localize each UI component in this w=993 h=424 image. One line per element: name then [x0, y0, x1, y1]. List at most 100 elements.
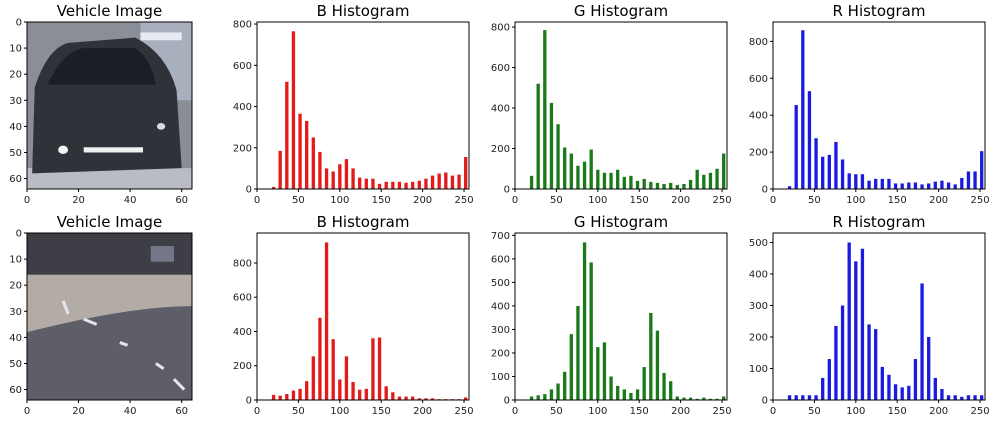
histogram-bar	[973, 171, 977, 189]
y-tick-label: 0	[504, 396, 510, 407]
x-tick-label: 60	[175, 406, 188, 417]
histogram-bar	[662, 372, 666, 400]
x-tick-label: 0	[254, 195, 260, 206]
histogram-bar	[397, 181, 402, 189]
histogram-bar	[662, 183, 666, 189]
histogram-bar	[411, 181, 415, 189]
histogram-bar	[616, 385, 620, 400]
histogram-bar	[331, 171, 335, 189]
histogram-bar	[556, 383, 560, 400]
histogram-bar	[417, 398, 421, 400]
x-tick-label: 250	[454, 406, 473, 417]
histogram-bar	[642, 178, 646, 189]
histogram-bar	[867, 180, 871, 189]
histogram-bar	[953, 395, 957, 400]
y-tick-label: 600	[491, 63, 510, 74]
histogram-bar	[960, 396, 964, 400]
histogram-bar	[940, 180, 944, 189]
histogram-bar	[688, 179, 693, 189]
histogram-bar	[609, 172, 613, 189]
x-tick-label: 100	[588, 406, 607, 417]
histogram-bar	[966, 171, 971, 189]
histogram-bar	[596, 169, 600, 189]
x-tick-label: 50	[550, 406, 563, 417]
histogram-bar	[801, 395, 805, 400]
histogram-bar	[563, 147, 567, 189]
histogram-bar	[946, 182, 951, 189]
y-tick-label: 60	[9, 174, 22, 185]
x-tick-label: 150	[372, 195, 391, 206]
histogram-bar	[291, 390, 296, 400]
histogram-bar	[847, 242, 851, 400]
x-tick-label: 60	[175, 195, 188, 206]
axes-frame	[514, 21, 728, 190]
histogram-bar	[576, 305, 580, 400]
histogram-bar	[311, 356, 315, 400]
histogram-bar	[966, 395, 971, 400]
lane-marking	[172, 378, 186, 391]
axes-frame	[256, 21, 470, 190]
histogram-bar	[860, 248, 865, 400]
image-car	[150, 246, 174, 262]
histogram-bar	[973, 395, 977, 400]
histogram-bar	[807, 91, 812, 189]
histogram-bar	[464, 157, 468, 189]
histogram-bar	[291, 31, 296, 190]
histogram-bar	[589, 262, 593, 400]
y-tick-label: 400	[233, 102, 252, 113]
x-tick-label: 50	[808, 195, 821, 206]
y-tick-label: 40	[9, 333, 22, 344]
histogram-bar	[430, 398, 435, 400]
histogram-bar	[596, 347, 600, 400]
histogram-bar	[371, 338, 375, 400]
x-tick-label: 0	[512, 406, 518, 417]
histogram-bar	[675, 184, 679, 189]
histogram-bar	[629, 175, 633, 189]
y-tick-label: 200	[749, 332, 768, 343]
histogram-bar	[787, 395, 792, 400]
histogram-bar	[834, 141, 838, 189]
histogram-bar	[953, 184, 957, 189]
histogram-bar	[801, 30, 805, 190]
histogram-bar	[960, 177, 964, 189]
y-tick-label: 0	[16, 229, 22, 240]
histogram-bar	[602, 172, 607, 189]
histogram-bar	[543, 30, 547, 189]
y-tick-label: 50	[9, 359, 22, 370]
histogram-bar	[655, 330, 660, 400]
x-tick-label: 200	[929, 195, 948, 206]
histogram-bar	[377, 337, 382, 400]
car-plate	[83, 147, 144, 153]
y-tick-label: 0	[246, 185, 252, 196]
histogram-bar	[669, 381, 673, 400]
histogram-bar	[688, 397, 693, 400]
histogram-bar	[708, 172, 713, 189]
histogram-bar	[305, 120, 309, 189]
histogram-bar	[655, 182, 660, 189]
histogram-bar	[437, 173, 441, 189]
histogram-bar	[642, 367, 646, 400]
x-tick-label: 150	[888, 195, 907, 206]
histogram-bar	[933, 377, 937, 400]
y-tick-label: 800	[749, 37, 768, 48]
vehicle-image	[27, 233, 192, 400]
histogram-bar	[695, 169, 699, 189]
histogram-bar	[880, 178, 884, 189]
histogram-bar	[708, 398, 713, 400]
y-tick-label: 40	[9, 122, 22, 133]
x-tick-label: 100	[846, 406, 865, 417]
histogram-bar	[278, 395, 282, 400]
histogram-bar	[616, 169, 620, 189]
y-tick-label: 600	[233, 293, 252, 304]
car-light	[156, 123, 166, 130]
histogram-bar	[285, 394, 289, 400]
histogram-bar	[318, 317, 322, 400]
y-tick-label: 500	[749, 238, 768, 249]
histogram-bar	[457, 174, 461, 189]
y-tick-label: 400	[233, 327, 252, 338]
axes-frame	[772, 232, 986, 401]
y-tick-label: 200	[233, 361, 252, 372]
histogram-bar	[549, 102, 554, 189]
histogram-bar	[635, 180, 640, 189]
